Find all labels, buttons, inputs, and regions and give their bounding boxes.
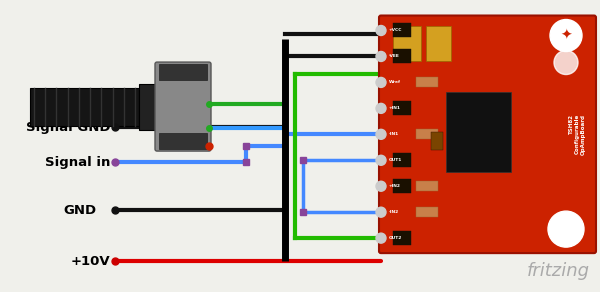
Bar xyxy=(393,231,411,245)
Text: TSH82
Configurable
OpAmpBoard: TSH82 Configurable OpAmpBoard xyxy=(569,114,586,155)
Bar xyxy=(431,132,443,150)
Bar xyxy=(416,207,438,217)
Text: +IN1: +IN1 xyxy=(389,106,401,110)
FancyBboxPatch shape xyxy=(379,15,596,253)
Bar xyxy=(416,77,438,87)
Text: OUT1: OUT1 xyxy=(389,158,403,162)
Bar xyxy=(393,23,411,37)
Circle shape xyxy=(376,103,386,113)
Bar xyxy=(393,25,421,60)
Text: Signal GND: Signal GND xyxy=(447,27,532,40)
Text: -IN2: -IN2 xyxy=(389,210,399,214)
Circle shape xyxy=(376,155,386,165)
Circle shape xyxy=(548,211,584,247)
Circle shape xyxy=(376,25,386,36)
Text: OUT2: OUT2 xyxy=(389,236,402,240)
Text: Signal GND: Signal GND xyxy=(25,121,110,133)
Circle shape xyxy=(376,207,386,217)
Bar xyxy=(393,49,411,63)
Circle shape xyxy=(550,20,582,51)
Bar xyxy=(159,133,207,149)
Circle shape xyxy=(376,77,386,87)
Text: -VEE: -VEE xyxy=(389,54,400,58)
Bar xyxy=(393,179,411,193)
Bar xyxy=(446,92,511,172)
FancyBboxPatch shape xyxy=(155,62,211,151)
Bar xyxy=(426,25,451,60)
Text: +VCC: +VCC xyxy=(389,29,403,32)
Text: +IN2: +IN2 xyxy=(389,184,401,188)
Circle shape xyxy=(376,51,386,61)
Text: Signal in: Signal in xyxy=(44,156,110,168)
Text: fritzing: fritzing xyxy=(527,262,590,280)
Text: GND: GND xyxy=(64,204,97,217)
Circle shape xyxy=(376,233,386,243)
Text: -IN1: -IN1 xyxy=(389,132,399,136)
Text: +10V: +10V xyxy=(70,255,110,268)
Bar xyxy=(159,64,207,80)
Bar xyxy=(416,129,438,139)
Circle shape xyxy=(376,129,386,139)
Bar xyxy=(393,153,411,167)
Text: ✦: ✦ xyxy=(560,29,572,43)
Bar xyxy=(393,101,411,115)
Text: Signal out: Signal out xyxy=(447,68,523,81)
Bar xyxy=(30,88,139,126)
Text: Wref: Wref xyxy=(389,80,401,84)
Bar xyxy=(139,84,157,130)
Bar xyxy=(416,181,438,191)
Circle shape xyxy=(376,181,386,191)
Circle shape xyxy=(554,51,578,74)
